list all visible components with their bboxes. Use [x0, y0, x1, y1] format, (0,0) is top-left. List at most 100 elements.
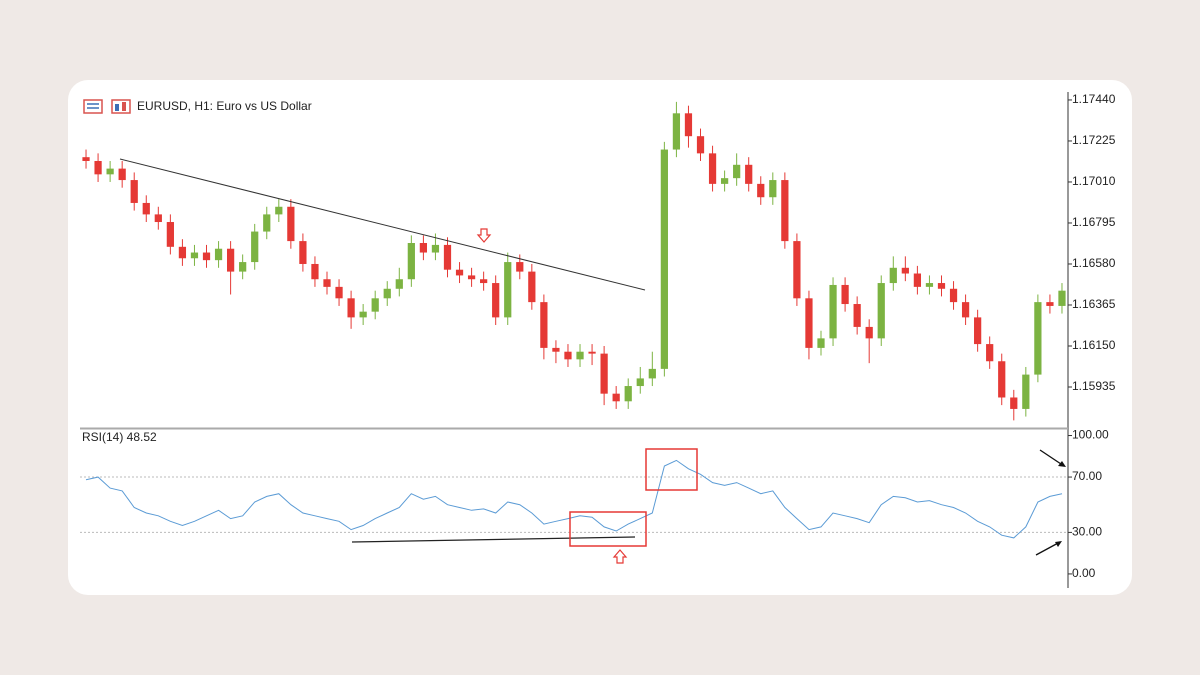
- icon-bar: [115, 104, 119, 111]
- candle-body: [733, 164, 741, 179]
- candle-body: [540, 302, 548, 348]
- chart-title: EURUSD, H1: Euro vs US Dollar: [137, 99, 312, 113]
- candle-body: [275, 206, 283, 215]
- candle-body: [925, 283, 934, 287]
- candle-body: [395, 279, 403, 289]
- candle-body: [805, 298, 813, 348]
- y-tick-label: 1.16365: [1072, 297, 1116, 311]
- candle-body: [178, 246, 187, 259]
- highlight-box: [569, 511, 647, 547]
- icon: [83, 99, 103, 114]
- y-tick-label: 1.17010: [1072, 174, 1116, 188]
- candle-body: [82, 157, 90, 161]
- candle-body: [720, 178, 729, 184]
- candle-body: [986, 344, 994, 362]
- y-tick-label: 1.16150: [1072, 338, 1116, 352]
- rsi-trendline: [351, 536, 636, 543]
- candle-body: [142, 202, 150, 215]
- y-tick-label: 1.17225: [1072, 133, 1116, 147]
- pointer-arrow-head: [1058, 461, 1066, 467]
- candle-body: [757, 183, 765, 198]
- y-tick-label: 100.00: [1072, 428, 1109, 442]
- y-tick-label: 1.16795: [1072, 215, 1116, 229]
- y-tick-label: 70.00: [1072, 469, 1102, 483]
- candle-body: [1022, 374, 1030, 409]
- candle-body: [937, 283, 946, 289]
- down-arrow: [476, 228, 492, 243]
- candle-body: [335, 286, 343, 299]
- candle-body: [323, 279, 331, 287]
- candle-body: [299, 241, 307, 264]
- candle-body: [624, 386, 632, 402]
- candle-body: [516, 262, 524, 272]
- candle-body: [769, 180, 777, 198]
- candle-body: [251, 231, 259, 263]
- candle-body: [480, 279, 488, 284]
- candle-body: [660, 149, 668, 369]
- y-tick-label: 1.17440: [1072, 92, 1116, 106]
- candle-body: [263, 214, 271, 232]
- candle-body: [383, 288, 391, 299]
- candle-body: [841, 284, 849, 305]
- candle-body: [998, 361, 1006, 398]
- candle-body: [287, 206, 295, 242]
- candle-body: [359, 311, 367, 318]
- candle-body: [431, 244, 440, 253]
- candle-body: [118, 168, 126, 181]
- candle-body: [745, 164, 753, 184]
- candle-body: [226, 248, 235, 272]
- candle-body: [600, 353, 608, 394]
- rsi-line: [85, 459, 1063, 539]
- candle-body: [877, 283, 885, 339]
- candle-body: [202, 252, 211, 261]
- y-tick-label: 30.00: [1072, 525, 1102, 539]
- candle-body: [588, 351, 596, 354]
- y-tick-label: 0.00: [1072, 566, 1096, 580]
- header-icons: [83, 99, 131, 114]
- candle-body: [166, 222, 174, 247]
- candle-body: [1034, 302, 1042, 375]
- candle-body: [829, 284, 837, 339]
- candle-body: [419, 243, 428, 253]
- trendline: [119, 158, 646, 291]
- candle-body: [961, 302, 970, 318]
- candle-body: [949, 288, 958, 303]
- candle-body: [455, 269, 464, 276]
- candle-body: [889, 267, 897, 284]
- candle-body: [1046, 302, 1054, 306]
- candle-body: [865, 326, 873, 339]
- pointer-arrow: [1035, 541, 1061, 556]
- candle-body: [696, 136, 705, 154]
- candle-body: [371, 298, 379, 312]
- candle-body: [1010, 397, 1018, 409]
- marks: 1.17440 1.17225 1.17010 1.16795 1.16580 1.163…: [80, 92, 1116, 580]
- icon-bar: [122, 102, 126, 111]
- candle-body: [708, 153, 717, 184]
- candle-body: [106, 168, 114, 175]
- up-arrow: [612, 549, 628, 564]
- indicator-title: RSI(14) 48.52: [82, 430, 157, 444]
- candle-body: [636, 378, 644, 387]
- candle-body: [239, 262, 247, 272]
- candle-body: [407, 243, 415, 280]
- candle-body: [311, 263, 319, 280]
- candle-body: [781, 180, 789, 242]
- candle-body: [492, 283, 500, 318]
- pointer-arrow-head: [1055, 541, 1062, 547]
- candle-body: [684, 113, 693, 137]
- candle-body: [190, 252, 199, 259]
- candle-body: [504, 262, 512, 318]
- candle-body: [564, 351, 572, 360]
- candle-body: [214, 248, 223, 261]
- candle-body: [817, 338, 825, 348]
- candle-body: [94, 160, 102, 175]
- y-tick-label: 1.16580: [1072, 256, 1116, 270]
- candle-body: [130, 180, 138, 203]
- candle-body: [612, 393, 620, 402]
- candle-body: [552, 347, 560, 352]
- candle-body: [154, 214, 162, 223]
- candle-body: [528, 271, 536, 303]
- candle-body: [467, 275, 476, 280]
- highlight-box: [645, 448, 698, 491]
